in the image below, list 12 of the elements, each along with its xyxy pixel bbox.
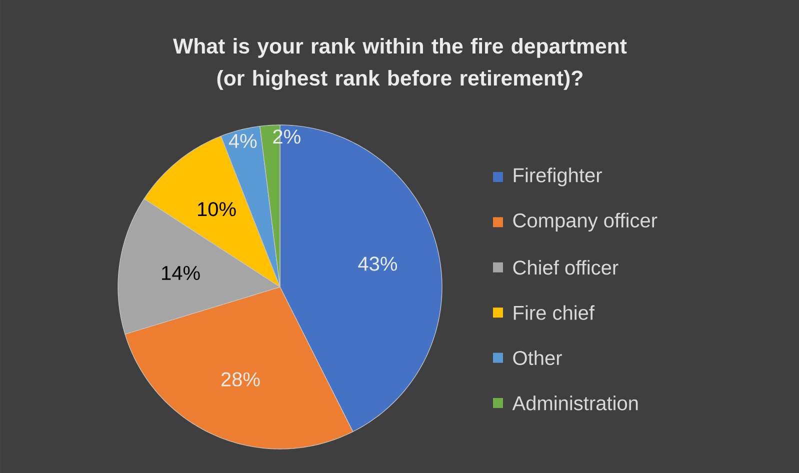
legend-label: Chief officer (513, 260, 618, 275)
legend-label: Administration (512, 396, 638, 410)
data-label: 43% (358, 256, 398, 271)
legend-label: Firefighter (514, 168, 602, 186)
data-label: 10% (198, 202, 236, 216)
data-label: 4% (228, 134, 257, 148)
chart-title: What is your rank within the fire department (or highest rank before retirement)? (173, 38, 627, 90)
legend-label: Fire chief (514, 305, 595, 320)
data-label: 28% (221, 372, 260, 386)
legend-label: Other (513, 350, 562, 366)
data-label: 14% (162, 266, 200, 280)
legend-label: Company officer (513, 212, 658, 232)
